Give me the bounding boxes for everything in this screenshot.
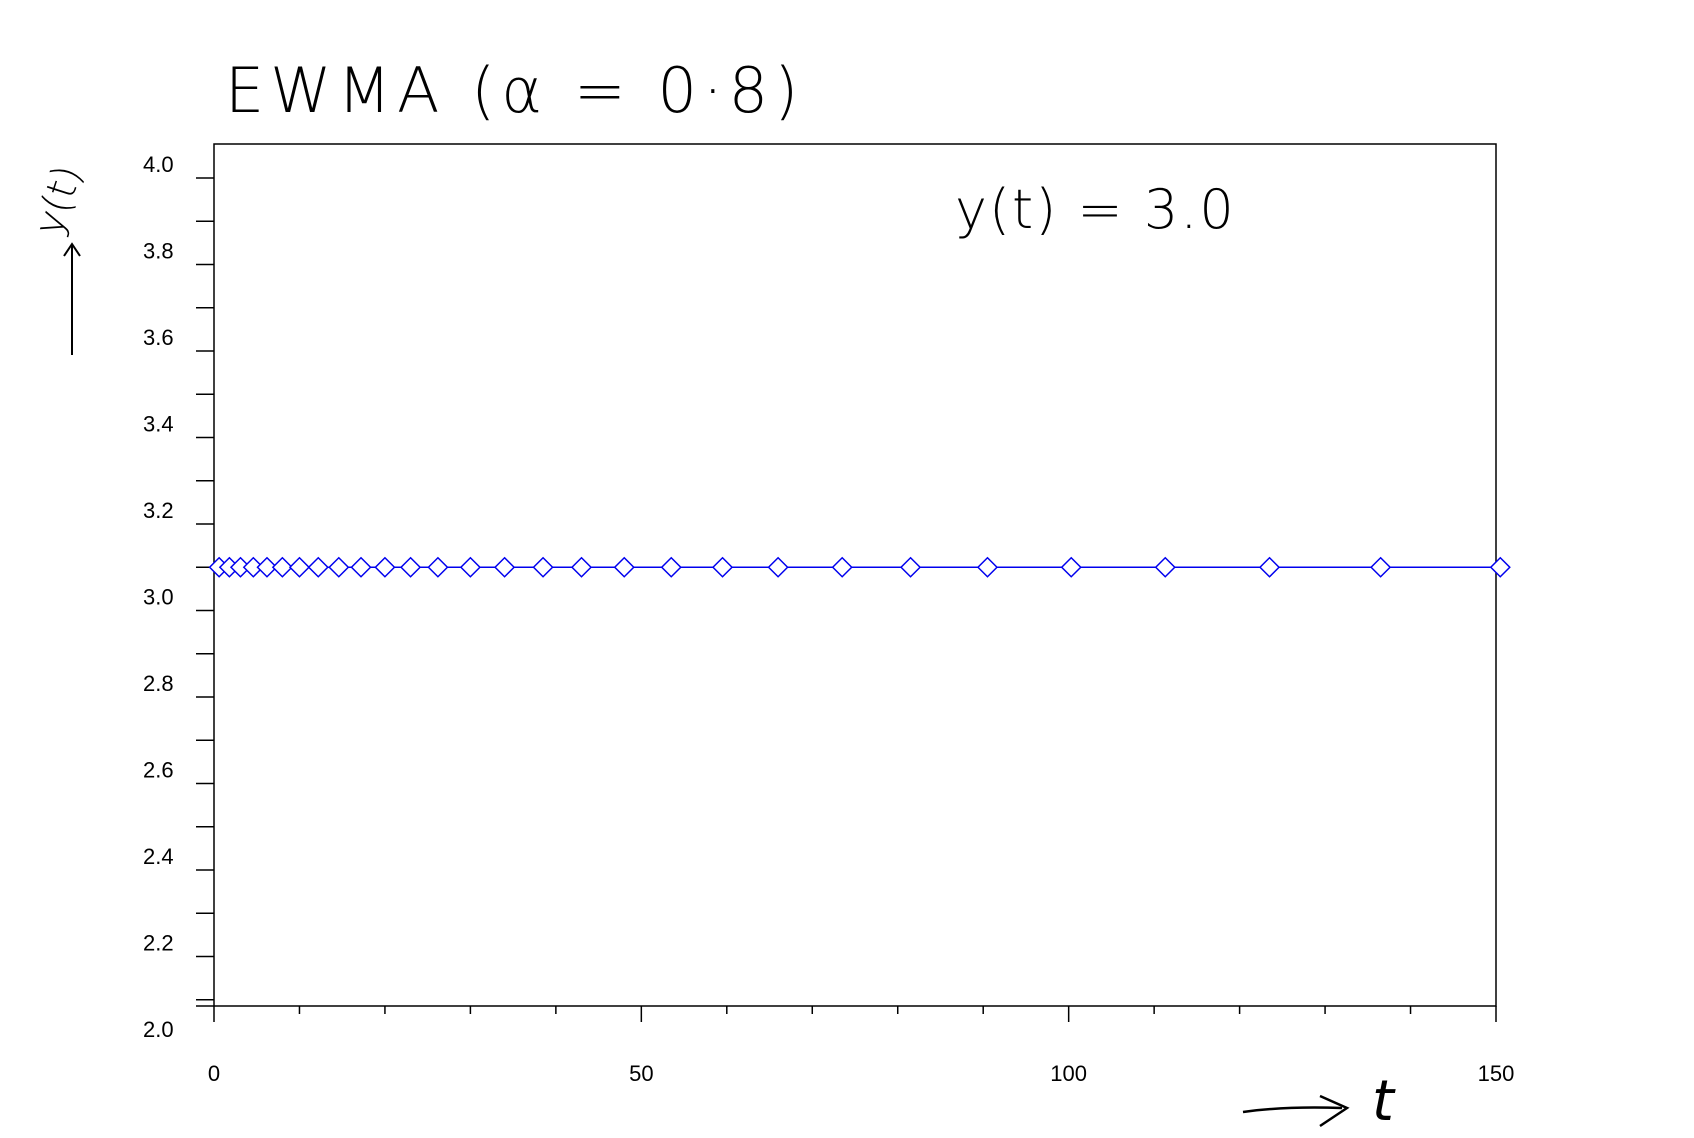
data-point — [400, 556, 422, 578]
y-axis-arrow — [63, 242, 81, 355]
data-point — [532, 556, 554, 578]
data-point — [711, 556, 734, 578]
data-point — [831, 556, 853, 578]
data-point — [494, 556, 516, 578]
data-point — [570, 556, 593, 578]
data-point — [256, 556, 278, 578]
data-point — [1489, 556, 1511, 578]
data-point — [288, 556, 311, 578]
data-point — [1154, 556, 1176, 578]
y-tick-label: 2.6 — [143, 758, 174, 783]
y-tick-label: 3.8 — [143, 239, 174, 264]
data-point — [350, 556, 372, 578]
data-point — [1258, 556, 1281, 578]
y-tick-label: 3.0 — [143, 585, 174, 610]
y-axis-label: y(t) — [26, 160, 92, 241]
x-tick-label: 50 — [629, 1061, 653, 1086]
data-point — [427, 556, 449, 578]
data-point — [976, 556, 999, 578]
x-tick-label: 150 — [1478, 1061, 1515, 1086]
data-point — [613, 556, 635, 578]
y-tick-label: 2.0 — [143, 1017, 174, 1042]
data-point — [271, 556, 293, 578]
data-point — [899, 556, 922, 578]
y-tick-label: 4.0 — [143, 152, 174, 177]
annotation: y(t) = 3.0 — [955, 178, 1236, 241]
y-tick-label: 2.4 — [143, 844, 174, 869]
series-group — [208, 556, 1511, 578]
data-point — [660, 556, 682, 578]
chart-title: EWMA (α = 0·8) — [225, 54, 804, 127]
data-point — [374, 556, 396, 578]
x-axis-label: t — [1372, 1069, 1396, 1134]
data-point — [328, 556, 350, 578]
y-tick-label: 3.6 — [143, 325, 174, 350]
y-tick-label: 2.2 — [143, 931, 174, 956]
data-point — [1060, 556, 1082, 578]
x-tick-label: 100 — [1050, 1061, 1087, 1086]
data-point — [459, 556, 481, 578]
y-tick-label: 3.4 — [143, 412, 174, 437]
data-point — [767, 556, 789, 578]
x-tick-label: 0 — [208, 1061, 220, 1086]
plot-frame — [213, 143, 1497, 1007]
axes: 2.0 2.2 2.4 2.6 2.8 3.0 3.2 3.4 3.6 3.8 4.0 0 50 100 1… — [143, 152, 1514, 1086]
y-tick-label: 2.8 — [143, 671, 174, 696]
x-axis-arrow — [1242, 1094, 1350, 1128]
y-tick-label: 3.2 — [143, 498, 174, 523]
data-point — [1370, 556, 1392, 578]
data-point — [307, 556, 329, 578]
